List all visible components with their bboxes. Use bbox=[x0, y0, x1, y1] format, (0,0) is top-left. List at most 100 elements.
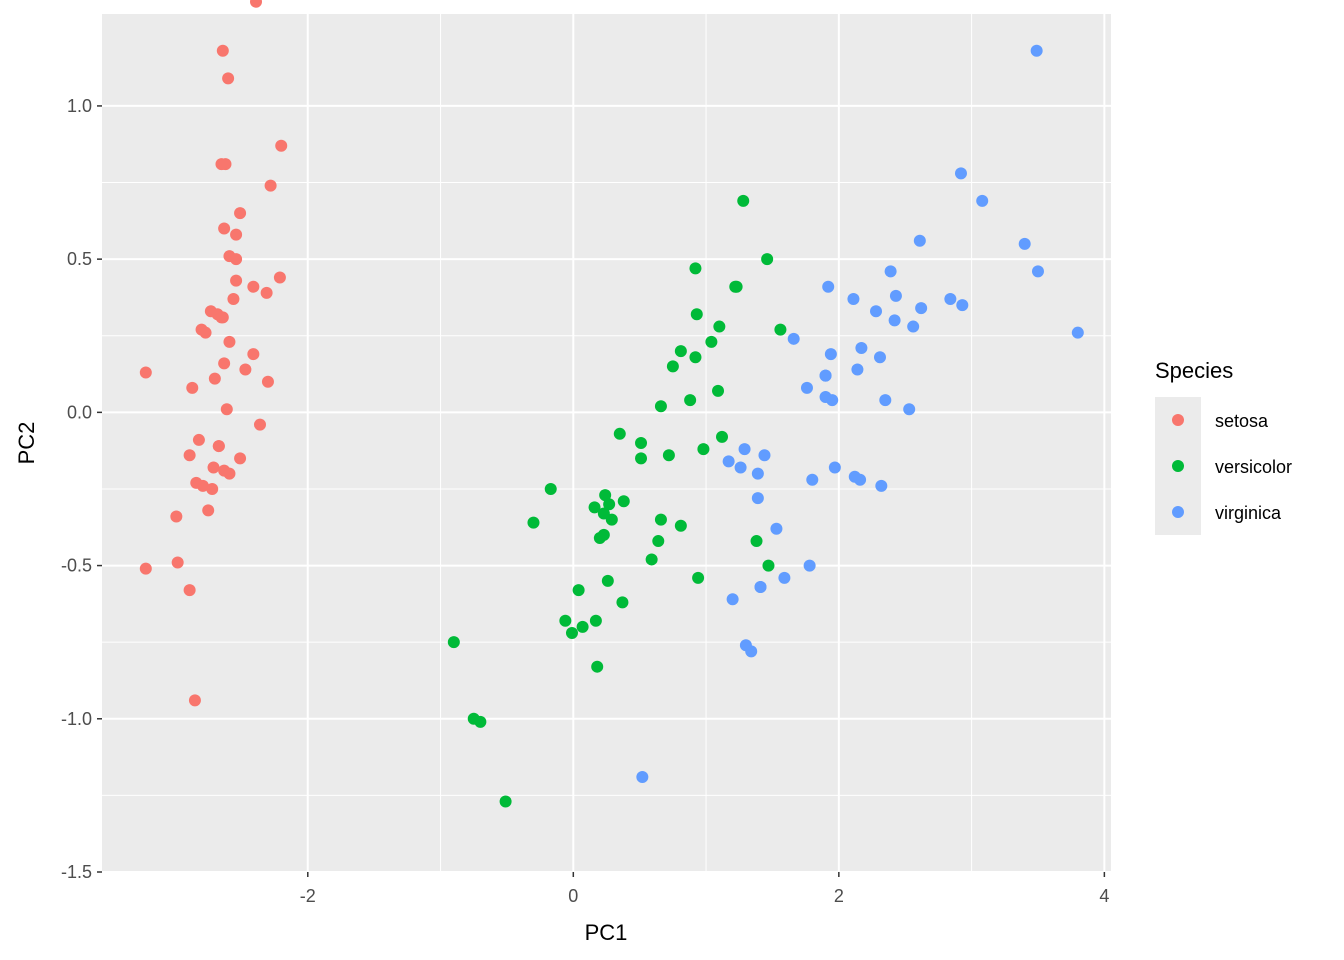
point-virginica bbox=[888, 314, 901, 327]
point-setosa bbox=[139, 562, 152, 575]
point-versicolor bbox=[447, 636, 460, 649]
legend-label-virginica: virginica bbox=[1215, 503, 1282, 523]
point-virginica bbox=[822, 280, 835, 293]
point-setosa bbox=[183, 584, 196, 597]
point-versicolor bbox=[572, 584, 585, 597]
point-setosa bbox=[250, 0, 263, 8]
point-setosa bbox=[223, 335, 236, 348]
x-axis-title: PC1 bbox=[585, 920, 628, 945]
point-versicolor bbox=[761, 253, 774, 266]
point-setosa bbox=[192, 433, 205, 446]
point-setosa bbox=[202, 504, 215, 517]
point-versicolor bbox=[729, 280, 742, 293]
point-versicolor bbox=[474, 715, 487, 728]
point-virginica bbox=[806, 473, 819, 486]
point-versicolor bbox=[603, 498, 616, 511]
point-versicolor bbox=[654, 513, 667, 526]
point-setosa bbox=[261, 375, 274, 388]
point-virginica bbox=[1031, 265, 1044, 278]
panel-background bbox=[102, 14, 1111, 872]
point-versicolor bbox=[605, 513, 618, 526]
point-virginica bbox=[778, 571, 791, 584]
point-virginica bbox=[819, 391, 832, 404]
point-setosa bbox=[247, 348, 260, 361]
point-setosa bbox=[190, 476, 203, 489]
y-tick-label: -1.5 bbox=[61, 862, 92, 882]
point-versicolor bbox=[750, 535, 763, 548]
point-virginica bbox=[954, 167, 967, 180]
point-setosa bbox=[234, 452, 247, 465]
point-virginica bbox=[976, 194, 989, 207]
point-versicolor bbox=[635, 437, 648, 449]
point-versicolor bbox=[559, 614, 572, 627]
legend-symbol-setosa bbox=[1172, 414, 1184, 426]
point-virginica bbox=[855, 342, 868, 355]
point-versicolor bbox=[674, 519, 687, 532]
point-virginica bbox=[751, 492, 764, 505]
point-setosa bbox=[208, 372, 221, 385]
point-setosa bbox=[230, 274, 243, 287]
point-virginica bbox=[1071, 326, 1084, 339]
point-versicolor bbox=[689, 262, 702, 275]
y-tick-label: -0.5 bbox=[61, 556, 92, 576]
point-versicolor bbox=[652, 535, 665, 548]
point-virginica bbox=[770, 522, 783, 535]
point-virginica bbox=[636, 771, 649, 784]
data-points bbox=[139, 0, 1084, 808]
point-setosa bbox=[227, 292, 240, 305]
point-versicolor bbox=[599, 489, 612, 502]
point-virginica bbox=[903, 403, 916, 416]
y-tick-label: 1.0 bbox=[67, 96, 92, 116]
x-tick-label: 4 bbox=[1099, 886, 1109, 906]
point-versicolor bbox=[591, 660, 604, 673]
point-versicolor bbox=[716, 430, 729, 443]
point-versicolor bbox=[762, 559, 775, 572]
point-virginica bbox=[738, 443, 751, 456]
point-setosa bbox=[188, 694, 201, 707]
point-versicolor bbox=[774, 323, 787, 336]
point-virginica bbox=[828, 461, 841, 474]
point-setosa bbox=[239, 363, 252, 376]
point-versicolor bbox=[616, 596, 629, 609]
legend: Species setosa versicolor virginica bbox=[1155, 358, 1292, 535]
point-versicolor bbox=[565, 626, 578, 639]
point-virginica bbox=[851, 363, 864, 376]
point-versicolor bbox=[576, 620, 589, 633]
point-versicolor bbox=[697, 443, 710, 456]
point-virginica bbox=[884, 265, 897, 278]
y-tick-label: 0.5 bbox=[67, 249, 92, 269]
point-versicolor bbox=[692, 571, 705, 584]
point-virginica bbox=[726, 593, 739, 606]
point-versicolor bbox=[589, 614, 602, 627]
point-virginica bbox=[875, 479, 888, 492]
point-setosa bbox=[220, 403, 233, 416]
point-virginica bbox=[800, 381, 813, 394]
point-virginica bbox=[913, 234, 926, 247]
point-versicolor bbox=[705, 335, 718, 348]
point-versicolor bbox=[666, 360, 679, 373]
point-versicolor bbox=[601, 574, 614, 587]
point-setosa bbox=[207, 461, 220, 474]
legend-symbol-versicolor bbox=[1172, 460, 1184, 472]
point-setosa bbox=[260, 286, 273, 299]
point-versicolor bbox=[645, 553, 658, 566]
point-virginica bbox=[754, 581, 767, 594]
point-virginica bbox=[824, 348, 837, 361]
point-setosa bbox=[186, 381, 199, 394]
y-tick-labels: -1.5 -1.0 -0.5 0.0 0.5 1.0 bbox=[61, 96, 92, 882]
point-setosa bbox=[253, 418, 266, 431]
point-versicolor bbox=[527, 516, 540, 529]
legend-symbol-virginica bbox=[1172, 506, 1184, 518]
point-virginica bbox=[803, 559, 816, 572]
point-virginica bbox=[758, 449, 771, 462]
point-versicolor bbox=[597, 528, 610, 541]
point-versicolor bbox=[588, 501, 601, 514]
y-tick-label: 0.0 bbox=[67, 402, 92, 422]
legend-items: setosa versicolor virginica bbox=[1155, 397, 1292, 535]
point-setosa bbox=[204, 305, 217, 318]
point-virginica bbox=[1018, 237, 1031, 250]
point-versicolor bbox=[737, 194, 750, 207]
point-versicolor bbox=[654, 400, 667, 413]
point-versicolor bbox=[635, 452, 648, 465]
